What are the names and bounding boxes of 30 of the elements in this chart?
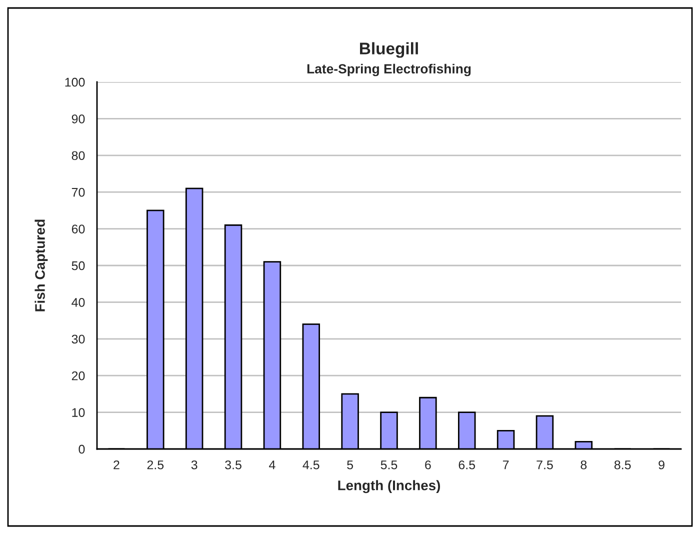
- y-tick-label: 0: [78, 444, 85, 454]
- x-tick-label: 2: [114, 460, 120, 470]
- y-tick-label: 30: [72, 334, 85, 344]
- x-tick-label: 2.5: [147, 460, 164, 470]
- y-tick-label: 80: [72, 151, 85, 160]
- y-tick-label: 50: [72, 261, 85, 270]
- x-tick-label: 4: [269, 460, 276, 470]
- x-tick-label: 3: [191, 460, 198, 470]
- y-tick-label: 70: [72, 188, 85, 197]
- x-tick-label: 3.5: [225, 460, 242, 470]
- x-tick-label: 4.5: [302, 460, 320, 470]
- x-tick-label: 9: [658, 460, 664, 470]
- y-tick-label: 60: [72, 224, 85, 234]
- y-tick-label: 90: [72, 114, 85, 124]
- y-tick-label: 100: [65, 78, 85, 87]
- y-tick-label: 40: [72, 298, 85, 307]
- y-axis-title: Fish Captured: [34, 220, 48, 312]
- x-tick-label: 6: [425, 460, 431, 470]
- x-tick-label: 8.5: [614, 460, 631, 470]
- y-tick-label: 20: [72, 371, 85, 380]
- y-tick-label: 10: [72, 408, 85, 417]
- x-axis-title: Length (Inches): [338, 480, 440, 494]
- x-tick-label: 7: [502, 460, 509, 470]
- chart-title: Bluegill: [360, 42, 418, 58]
- x-tick-label: 8: [580, 460, 587, 470]
- x-tick-label: 6.5: [458, 460, 476, 470]
- x-tick-label: 7.5: [536, 460, 553, 470]
- x-tick-label: 5.5: [380, 460, 398, 470]
- x-tick-label: 5: [347, 460, 354, 470]
- chart-subtitle: Late-Spring Electrofishing: [307, 64, 471, 76]
